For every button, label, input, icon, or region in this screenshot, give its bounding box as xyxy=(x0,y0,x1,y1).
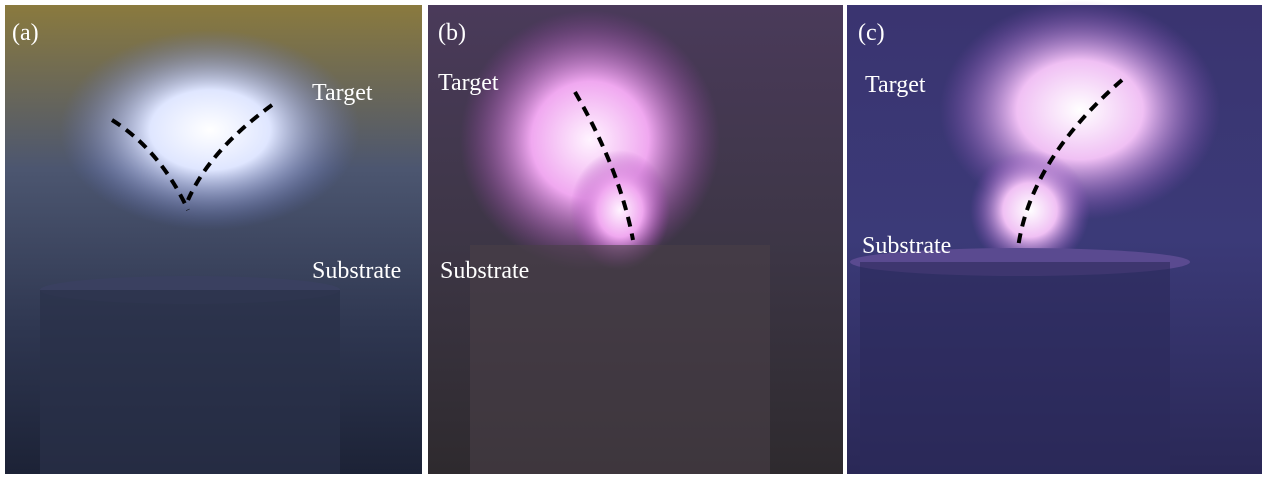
substrate-label: Substrate xyxy=(862,233,951,259)
substrate-label: Substrate xyxy=(312,258,401,284)
target-label: Target xyxy=(865,72,926,98)
stage-body xyxy=(40,290,340,474)
target-label: Target xyxy=(438,70,499,96)
panel-label: (b) xyxy=(438,20,466,46)
panel-label: (c) xyxy=(858,20,885,46)
panel-c: (c) Target Substrate xyxy=(847,0,1262,474)
panel-a: (a) Target Substrate xyxy=(5,5,422,474)
stage-body xyxy=(860,262,1170,474)
figure: (a) Target Substrate (b) Target Substrat… xyxy=(0,0,1264,477)
substrate-label: Substrate xyxy=(440,258,529,284)
panel-label: (a) xyxy=(12,20,39,46)
target-label: Target xyxy=(312,80,373,106)
plasma-glow xyxy=(60,30,360,230)
panel-b: (b) Target Substrate xyxy=(428,5,843,474)
